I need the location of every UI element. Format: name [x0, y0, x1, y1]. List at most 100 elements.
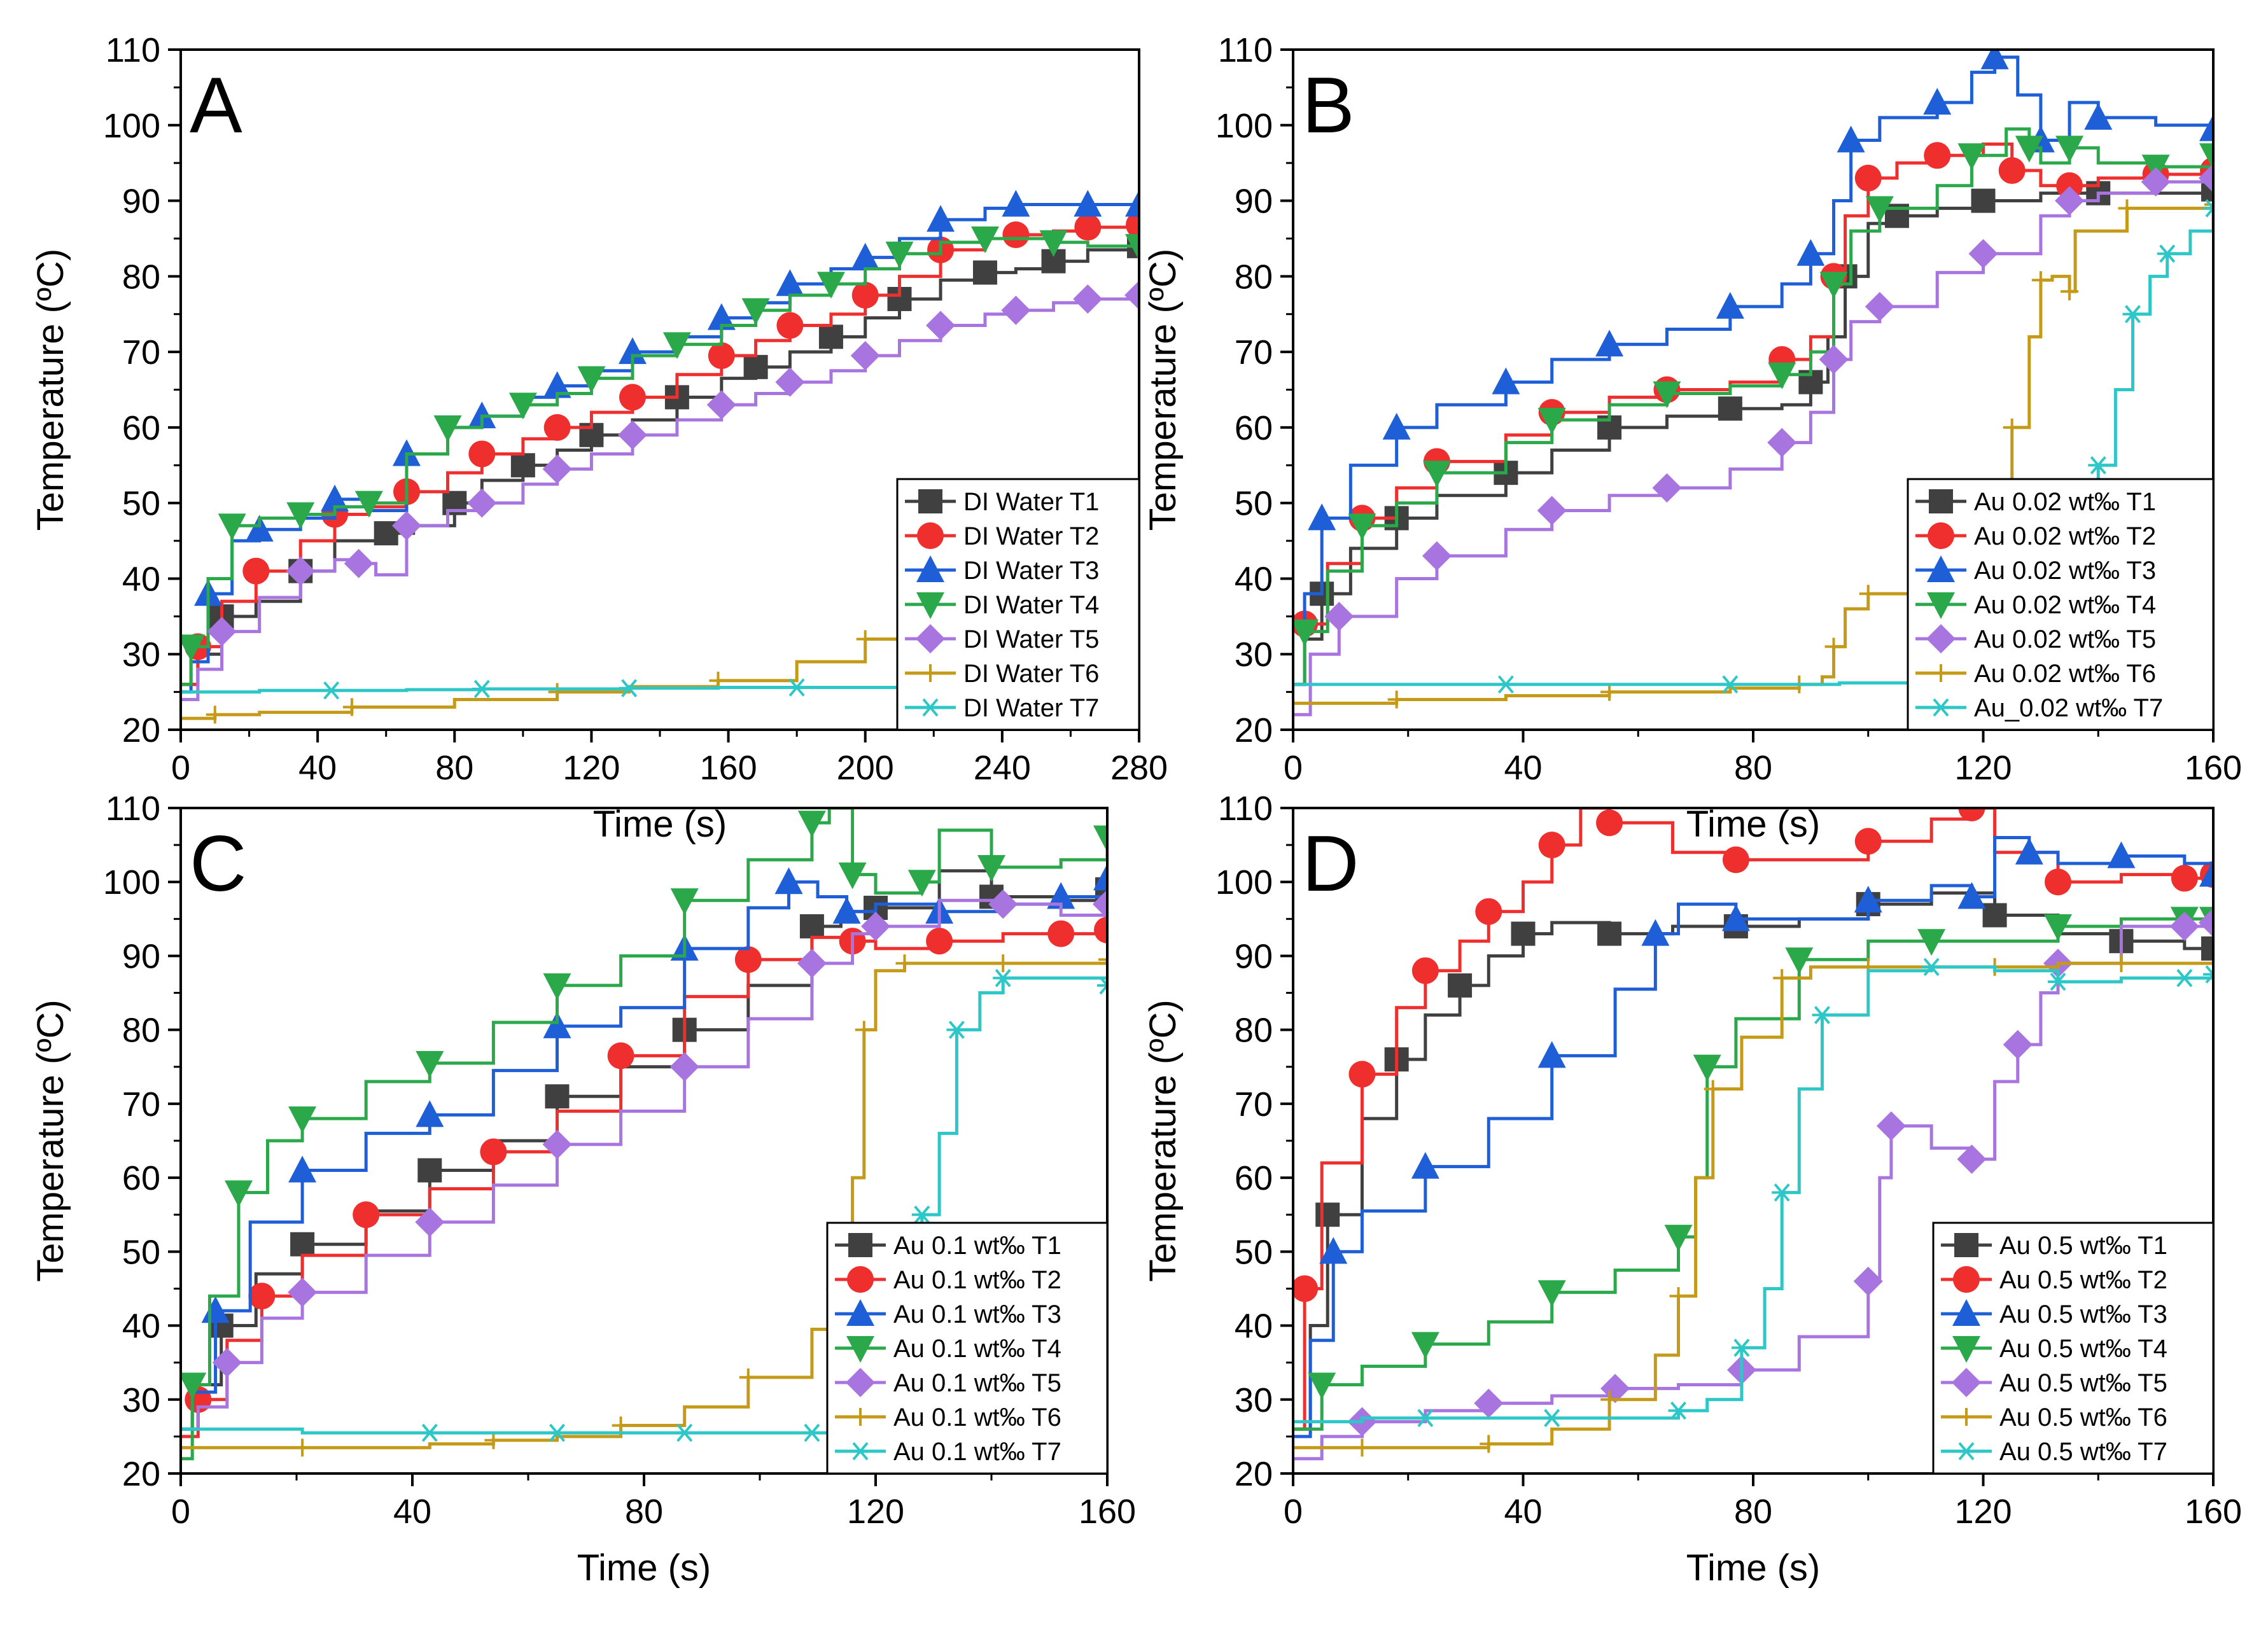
panel-c-y-tick-label: 30	[122, 1381, 160, 1419]
panel-c-marker-au-0-1-wt-t4	[543, 973, 571, 1000]
panel-b-y-tick-label: 110	[1218, 31, 1273, 69]
panel-c-marker-au-0-1-wt-t5	[212, 1348, 242, 1377]
panel-b-legend: Au 0.02 wt‰ T1 Au 0.02 wt‰ T2 Au 0.02 wt‰ …	[1907, 478, 2215, 731]
panel-d-legend-entry-1: Au 0.5 wt‰ T1	[1999, 1232, 2167, 1260]
panel-c-y-tick-label: 100	[103, 863, 160, 902]
panel-a-marker-di-water-t5	[467, 488, 497, 518]
panel-b-marker-au-0-02-wt-t5	[2199, 163, 2213, 193]
panel-d-marker-au-0-5-wt-t2	[2171, 865, 2198, 892]
panel-c-marker-au-0-1-wt-t7	[801, 1423, 822, 1442]
panel-a-marker-di-water-t2	[468, 440, 496, 468]
panel-b-y-tick-label: 80	[1235, 258, 1273, 296]
panel-a-y-tick-label: 40	[122, 560, 160, 598]
panel-d-legend-entry-6: Au 0.5 wt‰ T6	[1999, 1404, 2167, 1431]
panel-a-legend-entry-4: DI Water T4	[963, 591, 1099, 619]
panel-c-legend-marker	[847, 1266, 874, 1293]
panel-b-y-tick-label: 90	[1235, 183, 1273, 221]
panel-c-marker-au-0-1-wt-t4	[181, 1372, 207, 1400]
panel-d-marker-au-0-5-wt-t5	[1876, 1111, 1906, 1141]
panel-c-x-tick-label: 120	[847, 1493, 904, 1531]
panel-a-marker-di-water-t4	[1125, 233, 1139, 261]
panel-b-plot-area	[1293, 50, 2213, 716]
panel-c-y-tick-label: 70	[122, 1085, 160, 1124]
panel-d-marker-au-0-5-wt-t3	[1854, 886, 1882, 913]
panel-a-marker-di-water-t4	[741, 298, 770, 325]
panel-a-marker-di-water-t2	[1002, 221, 1030, 249]
panel-b-marker-au-0-02-wt-t1	[1718, 396, 1742, 421]
panel-d-x-tick-label: 40	[1504, 1493, 1542, 1531]
panel-c-legend-entry-7: Au 0.1 wt‰ T7	[893, 1438, 1061, 1466]
panel-a-marker-di-water-t7	[619, 679, 640, 697]
panel-a-marker-di-water-t3	[245, 515, 274, 542]
panel-a-legend-marker	[917, 522, 944, 549]
panel-c-marker-au-0-1-wt-t3	[832, 896, 861, 924]
panel-b-legend-entry-5: Au 0.02 wt‰ T5	[1974, 625, 2156, 653]
panel-b-marker-au-0-02-wt-t3	[1308, 503, 1336, 531]
panel-a-y-tick-label: 70	[122, 333, 160, 372]
panel-d-legend-entry-5: Au 0.5 wt‰ T5	[1999, 1369, 2167, 1397]
panel-d-marker-au-0-5-wt-t7	[1731, 1339, 1752, 1357]
panel-b-legend-entry-4: Au 0.02 wt‰ T4	[1974, 591, 2156, 619]
panel-a-marker-di-water-t1	[743, 354, 768, 379]
panel-c-marker-au-0-1-wt-t2	[480, 1138, 507, 1166]
panel-b-y-tick-label: 40	[1235, 560, 1273, 598]
panel-d-marker-au-0-5-wt-t2	[1293, 1275, 1319, 1302]
panel-d-legend-entry-2: Au 0.5 wt‰ T2	[1999, 1266, 2167, 1294]
panel-c-marker-au-0-1-wt-t4	[225, 1180, 253, 1208]
panel-c-marker-au-0-1-wt-t7	[946, 1020, 967, 1039]
panel-c-marker-au-0-1-wt-t4	[416, 1050, 444, 1078]
panel-c-legend-marker	[851, 1408, 869, 1426]
panel-d-marker-au-0-5-wt-t4	[1308, 1372, 1336, 1400]
panel-b-marker-au-0-02-wt-t6	[2204, 195, 2213, 214]
panel-b-marker-au-0-02-wt-t5	[1819, 344, 1849, 374]
panel-a-y-tick-label: 100	[103, 107, 160, 145]
panel-d-marker-au-0-5-wt-t5	[1853, 1266, 1883, 1296]
panel-c-marker-au-0-1-wt-t4	[288, 1106, 317, 1134]
panel-d-marker-au-0-5-wt-t1	[2201, 936, 2213, 961]
panel-c-marker-au-0-1-wt-t5	[988, 889, 1018, 919]
panel-d-legend-marker	[1957, 1408, 1975, 1426]
panel-d-x-tick-label: 160	[2185, 1493, 2242, 1531]
panel-d-y-tick-label: 110	[1218, 790, 1273, 828]
panel-d-marker-au-0-5-wt-t3	[2199, 860, 2213, 887]
panel-c-marker-au-0-1-wt-t2	[1094, 916, 1107, 944]
panel-c-marker-au-0-1-wt-t6	[1098, 951, 1107, 969]
panel-d-marker-au-0-5-wt-t3	[2015, 837, 2043, 865]
panel-b-marker-au-0-02-wt-t5	[1652, 473, 1682, 503]
panel-b-x-tick-label: 0	[1284, 749, 1303, 787]
panel-c-plot-area	[181, 808, 1107, 1461]
panel-b-legend-entry-3: Au 0.02 wt‰ T3	[1974, 557, 2156, 585]
panel-c-y-tick-label: 110	[106, 790, 160, 828]
panel-b-y-tick-label: 30	[1235, 636, 1273, 674]
panel-d-marker-au-0-5-wt-t3	[1641, 919, 1670, 946]
panel-b-marker-au-0-02-wt-t5	[1324, 601, 1354, 631]
panel-c-marker-au-0-1-wt-t1	[799, 914, 824, 938]
panel-a-x-tick-label: 280	[1110, 749, 1168, 787]
panel-c-marker-au-0-1-wt-t5	[542, 1129, 572, 1159]
panel-b-marker-au-0-02-wt-t3	[1595, 330, 1624, 357]
panel-c-x-tick-label: 0	[171, 1493, 190, 1531]
panel-b-marker-au-0-02-wt-t7	[2157, 244, 2178, 263]
panel-c-marker-au-0-1-wt-t3	[543, 1011, 571, 1038]
panel-a-x-tick-label: 0	[171, 749, 190, 787]
panel-d-marker-au-0-5-wt-t2	[1958, 808, 1985, 821]
panel-b-marker-au-0-02-wt-t3	[1980, 50, 2009, 69]
panel-b-legend-marker	[1926, 624, 1956, 653]
panel-c-marker-au-0-1-wt-t7	[674, 1423, 695, 1442]
panel-b-marker-au-0-02-wt-t6	[2003, 418, 2021, 436]
panel-a-x-tick-label: 80	[435, 749, 473, 787]
panel-d-marker-au-0-5-wt-t6	[1669, 1287, 1688, 1306]
panel-a-marker-di-water-t7	[321, 681, 342, 700]
panel-a-y-tick-label: 20	[122, 711, 160, 749]
panel-c-marker-au-0-1-wt-t5	[288, 1278, 318, 1307]
panel-d-marker-au-0-5-wt-t5	[1474, 1388, 1504, 1418]
panel-d-marker-au-0-5-wt-t1	[1597, 921, 1622, 946]
panel-c-legend-marker	[846, 1299, 874, 1326]
panel-d-marker-au-0-5-wt-t6	[1480, 1435, 1498, 1453]
panel-a-marker-di-water-t2	[776, 312, 804, 339]
panel-a-y-tick-label: 110	[106, 31, 160, 69]
panel-d-marker-au-0-5-wt-t2	[1538, 832, 1565, 859]
panel-c-marker-au-0-1-wt-t6	[994, 954, 1012, 973]
panel-a-marker-di-water-t4	[970, 226, 999, 253]
panel-b-marker-au-0-02-wt-t3	[2199, 114, 2213, 141]
